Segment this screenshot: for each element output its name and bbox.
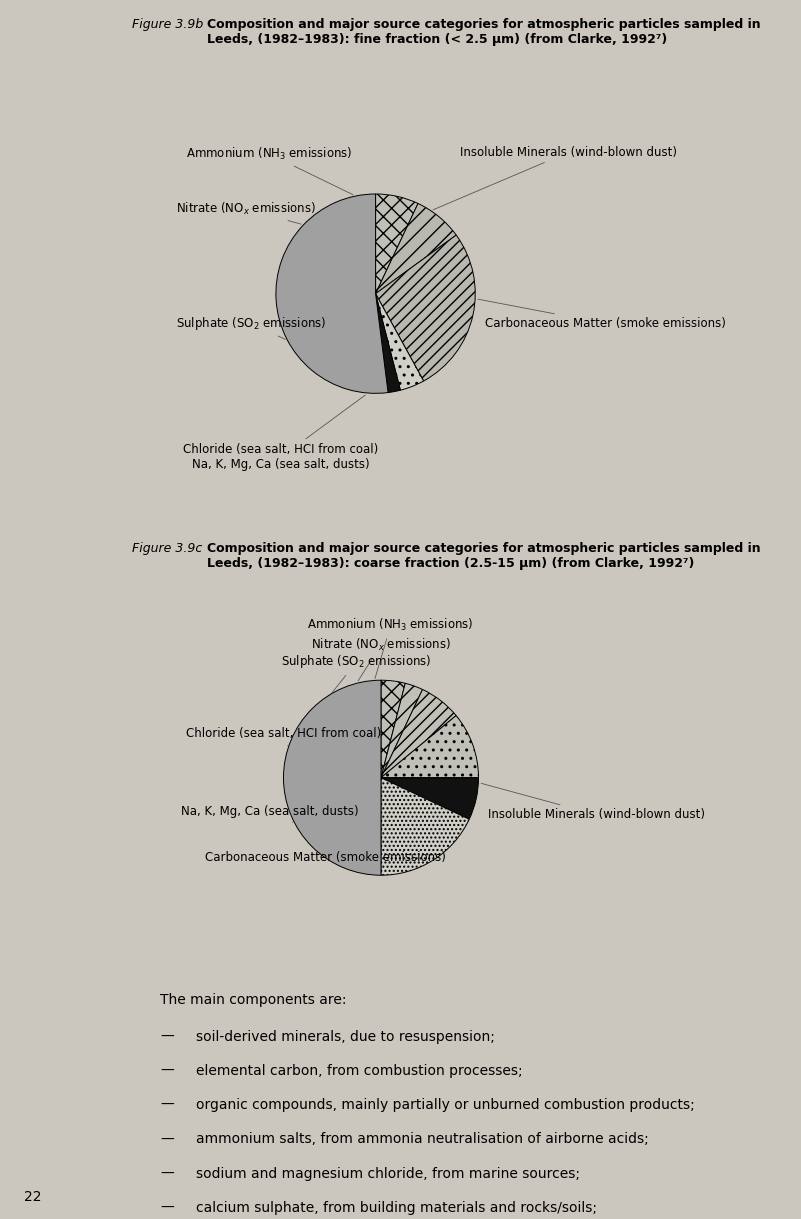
Wedge shape [376,204,457,294]
Text: organic compounds, mainly partially or unburned combustion products;: organic compounds, mainly partially or u… [196,1098,695,1112]
Text: Sulphate (SO$_2$ emissions): Sulphate (SO$_2$ emissions) [176,315,327,339]
Text: soil-derived minerals, due to resuspension;: soil-derived minerals, due to resuspensi… [196,1030,495,1043]
Wedge shape [381,778,469,875]
Text: Na, K, Mg, Ca (sea salt, dusts): Na, K, Mg, Ca (sea salt, dusts) [181,806,359,823]
Text: —: — [160,1064,174,1078]
Text: ammonium salts, from ammonia neutralisation of airborne acids;: ammonium salts, from ammonia neutralisat… [196,1132,649,1146]
Wedge shape [381,778,478,819]
Wedge shape [276,194,388,394]
Wedge shape [376,294,424,390]
Text: sodium and magnesium chloride, from marine sources;: sodium and magnesium chloride, from mari… [196,1167,580,1180]
Text: Figure 3.9c: Figure 3.9c [132,542,203,556]
Text: —: — [160,1030,174,1043]
Text: calcium sulphate, from building materials and rocks/soils;: calcium sulphate, from building material… [196,1201,598,1214]
Text: —: — [160,1132,174,1146]
Text: Nitrate (NO$_x$ emissions): Nitrate (NO$_x$ emissions) [311,636,451,680]
Text: The main components are:: The main components are: [160,993,347,1007]
Text: Carbonaceous Matter (smoke emissions): Carbonaceous Matter (smoke emissions) [478,299,726,330]
Wedge shape [284,680,381,875]
Text: Nitrate (NO$_x$ emissions): Nitrate (NO$_x$ emissions) [176,201,316,224]
Wedge shape [381,690,456,778]
Wedge shape [376,294,400,393]
Text: —: — [160,1098,174,1112]
Text: Ammonium (NH$_3$ emissions): Ammonium (NH$_3$ emissions) [308,617,474,679]
Text: Chloride (sea salt, HCI from coal)
Na, K, Mg, Ca (sea salt, dusts): Chloride (sea salt, HCI from coal) Na, K… [183,395,379,472]
Text: Insoluble Minerals (wind-blown dust): Insoluble Minerals (wind-blown dust) [433,145,678,210]
Wedge shape [381,680,405,778]
Text: Sulphate (SO$_2$ emissions): Sulphate (SO$_2$ emissions) [281,653,432,692]
Text: Insoluble Minerals (wind-blown dust): Insoluble Minerals (wind-blown dust) [481,784,705,822]
Wedge shape [381,716,478,778]
Wedge shape [376,194,418,294]
Text: Composition and major source categories for atmospheric particles sampled in
Lee: Composition and major source categories … [207,542,760,570]
Wedge shape [376,235,475,382]
Text: Carbonaceous Matter (smoke emissions): Carbonaceous Matter (smoke emissions) [206,851,446,868]
Text: elemental carbon, from combustion processes;: elemental carbon, from combustion proces… [196,1064,523,1078]
Text: 22: 22 [24,1191,42,1204]
Text: Ammonium (NH$_3$ emissions): Ammonium (NH$_3$ emissions) [186,146,353,195]
Text: Chloride (sea salt, HCI from coal): Chloride (sea salt, HCI from coal) [186,728,381,746]
Text: Figure 3.9b: Figure 3.9b [132,18,203,32]
Text: Composition and major source categories for atmospheric particles sampled in
Lee: Composition and major source categories … [207,18,760,46]
Text: —: — [160,1167,174,1180]
Wedge shape [381,684,422,778]
Text: —: — [160,1201,174,1214]
